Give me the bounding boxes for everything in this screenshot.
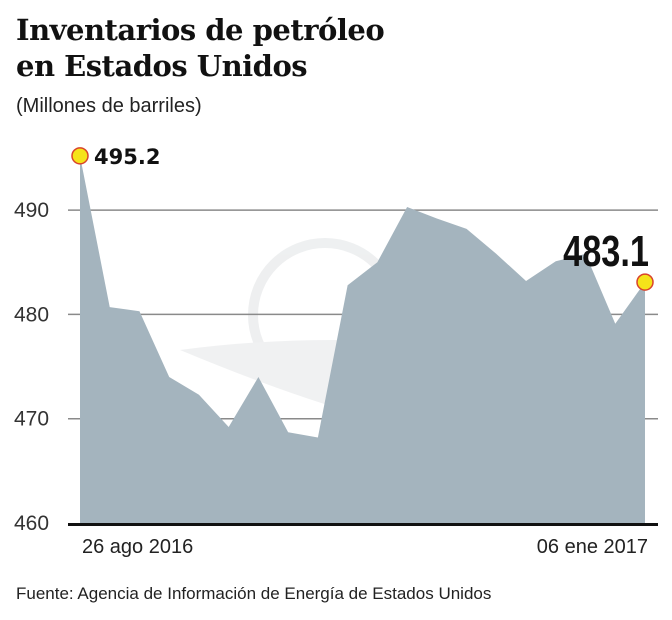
source-note: Fuente: Agencia de Información de Energí… [16,584,492,603]
annotation-max: 495.2 [94,145,160,169]
x-label-end: 06 ene 2017 [537,536,648,558]
y-tick-label: 490 [14,199,49,222]
area-chart: 460 470 480 490 26 ago 2016 06 ene 2017 495… [14,145,658,558]
x-label-start: 26 ago 2016 [82,536,193,558]
y-tick-label: 460 [14,512,49,535]
highlight-marker [71,147,89,165]
y-tick-label: 480 [14,303,49,326]
chart-subtitle: (Millones de barriles) [16,95,202,117]
highlight-marker [636,273,654,291]
area-series [80,155,645,523]
chart-title: Inventarios de petróleo en Estados Unidos [16,12,385,84]
title-line-2: en Estados Unidos [16,49,308,83]
title-line-1: Inventarios de petróleo [16,13,385,47]
y-tick-label: 470 [14,408,49,431]
annotation-last: 483.1 [563,227,649,276]
